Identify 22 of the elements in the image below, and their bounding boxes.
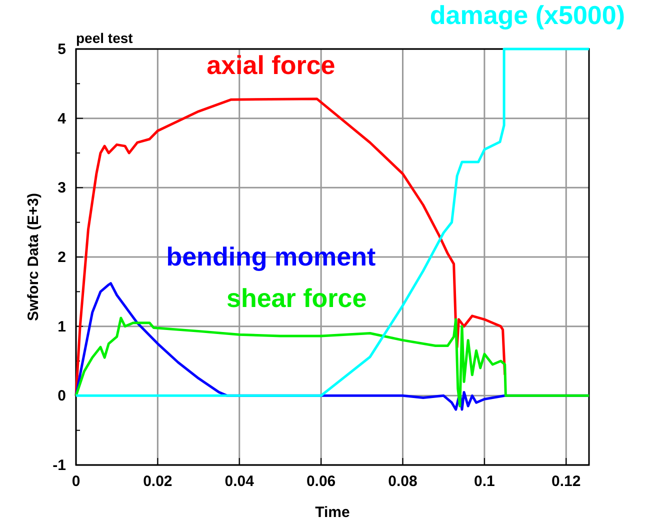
y-axis-title: Swforc Data (E+3) — [25, 193, 42, 321]
series-label: axial force — [206, 50, 336, 80]
x-tick-label: 0.04 — [224, 473, 255, 490]
series-label: damage (x5000) — [430, 0, 625, 30]
x-tick-label: 0 — [72, 473, 80, 490]
y-tick-label: 3 — [58, 180, 66, 197]
x-axis-title: Time — [315, 504, 350, 521]
series-label: shear force — [226, 282, 367, 313]
x-tick-label: 0.12 — [552, 473, 581, 490]
x-tick-label: 0.08 — [388, 473, 418, 490]
x-tick-label: 0.1 — [474, 473, 495, 490]
x-tick-label: 0.02 — [143, 473, 172, 490]
y-tick-label: 1 — [58, 318, 66, 336]
y-tick-label: 4 — [58, 110, 67, 128]
y-tick-label: 2 — [58, 249, 66, 266]
y-tick-label: -1 — [52, 457, 66, 474]
line-series — [74, 316, 590, 408]
y-tick-label: 0 — [58, 388, 66, 405]
x-tick-label: 0.06 — [306, 473, 336, 490]
chart-title: peel test — [76, 30, 134, 46]
y-tick-label: 5 — [58, 41, 66, 58]
text: bending moment — [166, 241, 376, 272]
